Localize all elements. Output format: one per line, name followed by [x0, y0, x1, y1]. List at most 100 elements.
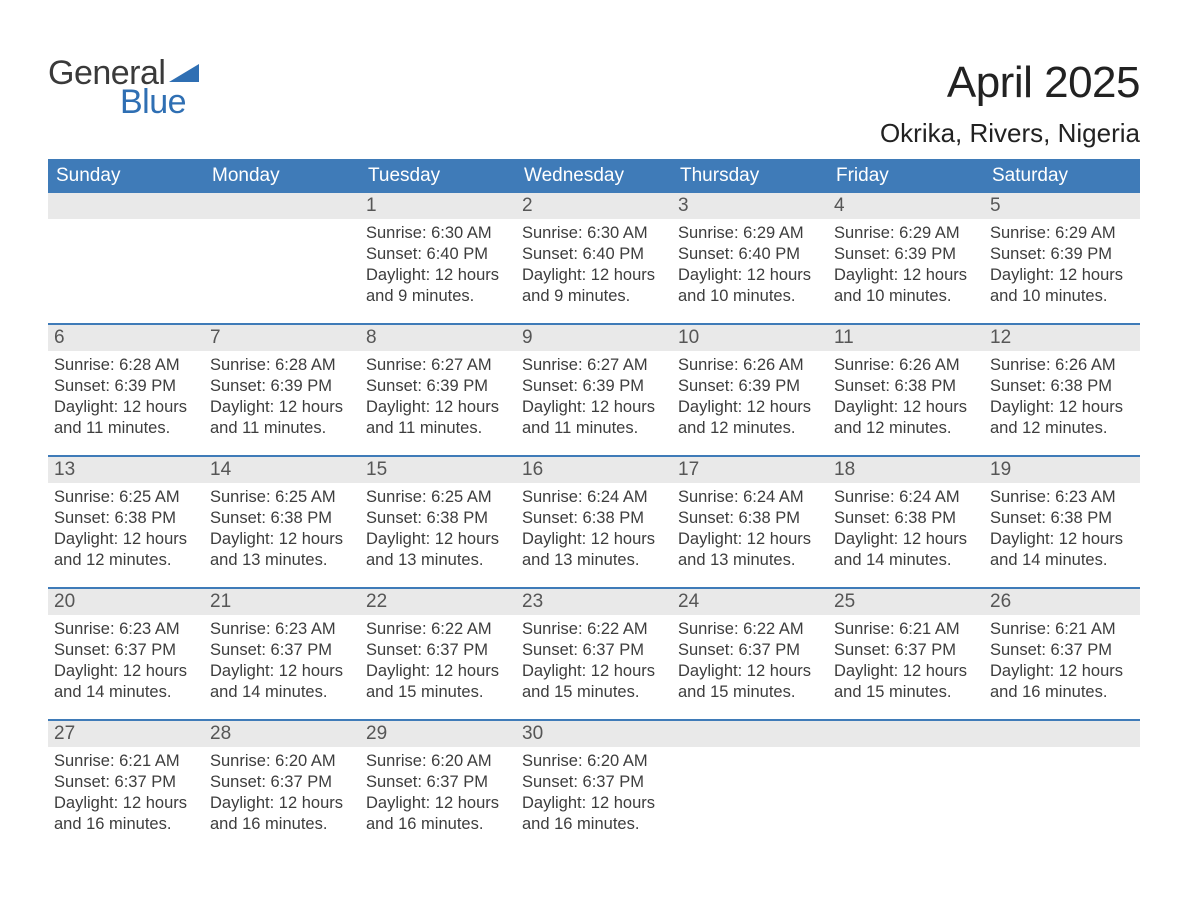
day-number: 14 [210, 459, 231, 480]
day-number: 18 [834, 459, 855, 480]
day-daylight: Daylight: 12 hours and 10 minutes. [990, 265, 1134, 307]
logo-blue-text: Blue [120, 83, 199, 122]
day-cell: 8Sunrise: 6:27 AMSunset: 6:39 PMDaylight… [360, 325, 516, 455]
day-number: 7 [210, 327, 221, 348]
day-cell: 23Sunrise: 6:22 AMSunset: 6:37 PMDayligh… [516, 589, 672, 719]
day-sunset: Sunset: 6:39 PM [210, 376, 354, 397]
day-number: 24 [678, 591, 699, 612]
day-number: 12 [990, 327, 1011, 348]
day-sunrise: Sunrise: 6:27 AM [522, 355, 666, 376]
day-cell: 19Sunrise: 6:23 AMSunset: 6:38 PMDayligh… [984, 457, 1140, 587]
day-sunset: Sunset: 6:37 PM [834, 640, 978, 661]
logo: General Blue [48, 54, 199, 122]
day-cell: 12Sunrise: 6:26 AMSunset: 6:38 PMDayligh… [984, 325, 1140, 455]
empty-day-cell [672, 721, 828, 851]
day-daylight: Daylight: 12 hours and 13 minutes. [210, 529, 354, 571]
day-sunrise: Sunrise: 6:26 AM [834, 355, 978, 376]
day-cell: 27Sunrise: 6:21 AMSunset: 6:37 PMDayligh… [48, 721, 204, 851]
day-sunset: Sunset: 6:38 PM [522, 508, 666, 529]
day-daylight: Daylight: 12 hours and 11 minutes. [54, 397, 198, 439]
day-sunrise: Sunrise: 6:28 AM [54, 355, 198, 376]
empty-day-cell [828, 721, 984, 851]
day-daylight: Daylight: 12 hours and 12 minutes. [834, 397, 978, 439]
day-sunset: Sunset: 6:37 PM [210, 772, 354, 793]
dow-cell: Tuesday [360, 159, 516, 193]
day-cell: 15Sunrise: 6:25 AMSunset: 6:38 PMDayligh… [360, 457, 516, 587]
dow-header-row: SundayMondayTuesdayWednesdayThursdayFrid… [48, 159, 1140, 193]
day-daylight: Daylight: 12 hours and 11 minutes. [366, 397, 510, 439]
day-number: 19 [990, 459, 1011, 480]
day-daylight: Daylight: 12 hours and 11 minutes. [210, 397, 354, 439]
dow-cell: Friday [828, 159, 984, 193]
day-number: 21 [210, 591, 231, 612]
day-number: 30 [522, 723, 543, 744]
day-number: 22 [366, 591, 387, 612]
day-daylight: Daylight: 12 hours and 16 minutes. [522, 793, 666, 835]
day-number: 11 [834, 327, 854, 348]
week-row: 13Sunrise: 6:25 AMSunset: 6:38 PMDayligh… [48, 455, 1140, 587]
day-sunrise: Sunrise: 6:22 AM [522, 619, 666, 640]
day-daylight: Daylight: 12 hours and 14 minutes. [54, 661, 198, 703]
day-cell: 5Sunrise: 6:29 AMSunset: 6:39 PMDaylight… [984, 193, 1140, 323]
dow-cell: Saturday [984, 159, 1140, 193]
day-cell: 20Sunrise: 6:23 AMSunset: 6:37 PMDayligh… [48, 589, 204, 719]
day-cell: 1Sunrise: 6:30 AMSunset: 6:40 PMDaylight… [360, 193, 516, 323]
day-sunrise: Sunrise: 6:24 AM [834, 487, 978, 508]
day-number: 8 [366, 327, 377, 348]
day-sunrise: Sunrise: 6:21 AM [990, 619, 1134, 640]
day-cell: 11 Sunrise: 6:26 AMSunset: 6:38 PMDayligh… [828, 325, 984, 455]
day-cell: 24Sunrise: 6:22 AMSunset: 6:37 PMDayligh… [672, 589, 828, 719]
day-sunrise: Sunrise: 6:21 AM [834, 619, 978, 640]
day-sunset: Sunset: 6:39 PM [54, 376, 198, 397]
week-row: 1Sunrise: 6:30 AMSunset: 6:40 PMDaylight… [48, 193, 1140, 323]
day-daylight: Daylight: 12 hours and 16 minutes. [366, 793, 510, 835]
day-sunrise: Sunrise: 6:26 AM [678, 355, 822, 376]
day-sunset: Sunset: 6:37 PM [54, 772, 198, 793]
day-daylight: Daylight: 12 hours and 15 minutes. [678, 661, 822, 703]
day-sunset: Sunset: 6:38 PM [834, 376, 978, 397]
day-number: 20 [54, 591, 75, 612]
day-sunrise: Sunrise: 6:20 AM [366, 751, 510, 772]
day-cell: 6Sunrise: 6:28 AMSunset: 6:39 PMDaylight… [48, 325, 204, 455]
day-daylight: Daylight: 12 hours and 16 minutes. [210, 793, 354, 835]
day-sunset: Sunset: 6:38 PM [990, 376, 1134, 397]
day-cell: 4Sunrise: 6:29 AMSunset: 6:39 PMDaylight… [828, 193, 984, 323]
day-sunrise: Sunrise: 6:28 AM [210, 355, 354, 376]
day-daylight: Daylight: 12 hours and 15 minutes. [366, 661, 510, 703]
day-number: 23 [522, 591, 543, 612]
day-cell: 13Sunrise: 6:25 AMSunset: 6:38 PMDayligh… [48, 457, 204, 587]
dow-cell: Wednesday [516, 159, 672, 193]
day-cell: 22Sunrise: 6:22 AMSunset: 6:37 PMDayligh… [360, 589, 516, 719]
day-number: 10 [678, 327, 699, 348]
day-cell: 18Sunrise: 6:24 AMSunset: 6:38 PMDayligh… [828, 457, 984, 587]
dow-cell: Thursday [672, 159, 828, 193]
day-daylight: Daylight: 12 hours and 12 minutes. [990, 397, 1134, 439]
day-sunset: Sunset: 6:39 PM [678, 376, 822, 397]
day-sunset: Sunset: 6:40 PM [366, 244, 510, 265]
day-sunrise: Sunrise: 6:20 AM [210, 751, 354, 772]
day-sunset: Sunset: 6:38 PM [834, 508, 978, 529]
day-sunset: Sunset: 6:39 PM [522, 376, 666, 397]
empty-day-cell [48, 193, 204, 323]
day-sunset: Sunset: 6:38 PM [366, 508, 510, 529]
week-row: 27Sunrise: 6:21 AMSunset: 6:37 PMDayligh… [48, 719, 1140, 851]
day-sunset: Sunset: 6:37 PM [210, 640, 354, 661]
day-number: 28 [210, 723, 231, 744]
day-sunset: Sunset: 6:37 PM [990, 640, 1134, 661]
day-number: 26 [990, 591, 1011, 612]
day-number: 17 [678, 459, 699, 480]
day-sunrise: Sunrise: 6:25 AM [54, 487, 198, 508]
day-sunset: Sunset: 6:39 PM [366, 376, 510, 397]
weeks-container: 1Sunrise: 6:30 AMSunset: 6:40 PMDaylight… [48, 193, 1140, 851]
dow-cell: Monday [204, 159, 360, 193]
calendar: SundayMondayTuesdayWednesdayThursdayFrid… [48, 159, 1140, 851]
day-sunset: Sunset: 6:40 PM [522, 244, 666, 265]
day-cell: 25Sunrise: 6:21 AMSunset: 6:37 PMDayligh… [828, 589, 984, 719]
day-cell: 16Sunrise: 6:24 AMSunset: 6:38 PMDayligh… [516, 457, 672, 587]
day-number: 27 [54, 723, 75, 744]
day-sunset: Sunset: 6:37 PM [522, 640, 666, 661]
day-daylight: Daylight: 12 hours and 13 minutes. [366, 529, 510, 571]
day-daylight: Daylight: 12 hours and 12 minutes. [54, 529, 198, 571]
day-sunrise: Sunrise: 6:29 AM [834, 223, 978, 244]
header: General Blue April 2025 Okrika, Rivers, … [48, 18, 1140, 149]
